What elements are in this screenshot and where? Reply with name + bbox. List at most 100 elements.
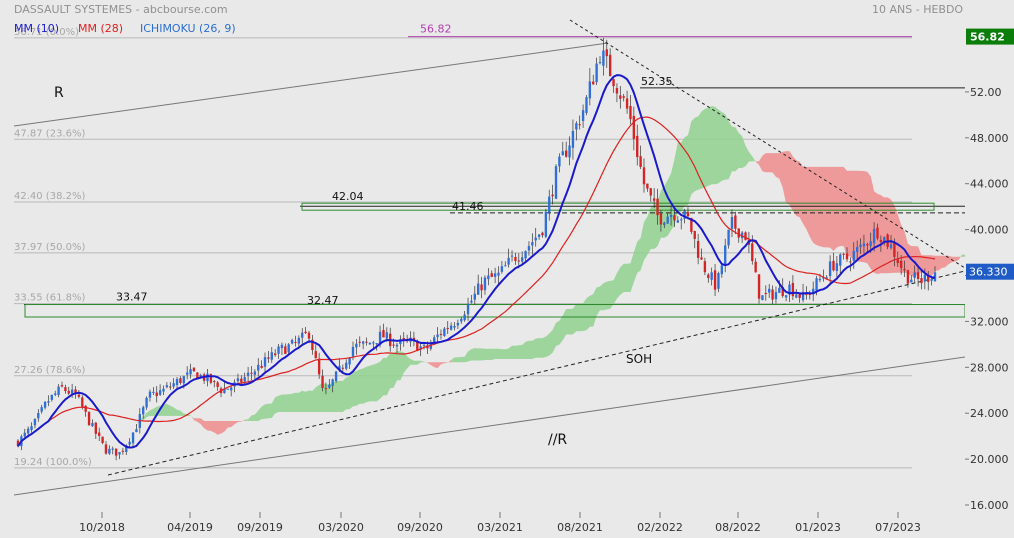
candle-down (16, 440, 20, 447)
candle-down (849, 261, 852, 263)
candle-down (866, 244, 869, 246)
candle-up (818, 279, 822, 281)
candle-up (788, 284, 791, 295)
time-tick-label: 07/2023 (875, 521, 921, 534)
candle-down (98, 432, 101, 436)
candle-down (307, 332, 311, 339)
candle-up (571, 130, 575, 148)
candle-up (57, 386, 60, 396)
candle-down (216, 382, 219, 387)
candle-up (602, 50, 605, 66)
candle-up (257, 364, 260, 371)
candle-up (548, 196, 551, 213)
candle-up (727, 229, 730, 246)
candle-up (825, 277, 828, 279)
price-tick-label: 48.000 (970, 132, 1009, 145)
candle-down (656, 198, 659, 216)
candle-down (771, 289, 774, 300)
candle-up (463, 314, 466, 321)
candle-down (652, 198, 656, 201)
candle-up (477, 283, 480, 295)
candle-up (449, 325, 453, 330)
time-tick-label: 03/2021 (477, 521, 523, 534)
time-tick-label: 08/2022 (715, 521, 761, 534)
candle-down (94, 422, 98, 434)
candle-down (734, 215, 737, 229)
candle-up (145, 397, 148, 408)
candle-up (778, 287, 781, 293)
candle-up (761, 295, 764, 301)
candle-up (717, 273, 720, 289)
candle-up (460, 318, 463, 322)
candle-down (81, 397, 84, 408)
candle-up (23, 432, 26, 437)
fib-level-label: 42.40 (38.2%) (14, 191, 85, 202)
candle-down (906, 270, 910, 284)
candle-up (534, 237, 537, 241)
candle-up (812, 288, 815, 293)
candle-down (77, 394, 81, 397)
candle-up (676, 220, 680, 223)
fib-level-label: 37.97 (50.0%) (14, 242, 85, 253)
candle-up (720, 265, 724, 275)
candle-down (629, 105, 632, 120)
annotation-r: R (54, 85, 64, 101)
candle-down (632, 115, 636, 139)
candle-down (744, 232, 747, 241)
zone-42-box (301, 202, 935, 211)
candle-up (683, 210, 686, 219)
candle-down (564, 150, 568, 157)
candle-down (412, 337, 416, 340)
candle-up (243, 377, 246, 382)
candle-up (795, 294, 798, 298)
candle-up (297, 337, 301, 344)
candle-up (453, 325, 456, 328)
candle-down (121, 450, 125, 452)
fib-level-label: 47.87 (23.6%) (14, 128, 85, 139)
resistance-52-label: 52.35 (641, 75, 673, 88)
candle-up (270, 352, 273, 360)
candle-up (395, 344, 399, 347)
candle-up (828, 261, 832, 277)
candle-up (910, 279, 913, 283)
cloud-bearish (427, 360, 452, 369)
candle-up (277, 346, 280, 354)
candle-down (693, 231, 696, 239)
candle-down (392, 344, 395, 346)
candle-down (893, 242, 896, 257)
candle-up (182, 376, 185, 384)
candle-down (321, 375, 324, 388)
candle-up (172, 383, 175, 387)
candle-down (84, 405, 87, 412)
candle-up (206, 373, 209, 382)
candle-up (47, 401, 50, 403)
candle-down (642, 167, 646, 185)
candle-up (158, 390, 162, 395)
candle-up (443, 328, 446, 336)
candle-down (764, 293, 767, 295)
candle-down (646, 183, 649, 189)
candle-up (118, 452, 121, 455)
candle-up (111, 448, 114, 450)
level-42-label: 42.04 (332, 190, 364, 203)
candle-down (240, 378, 243, 383)
time-tick-label: 01/2023 (795, 521, 841, 534)
candle-up (287, 344, 290, 353)
price-tick-label: 52.00 (970, 86, 1002, 99)
price-tick-label: 20.000 (970, 453, 1009, 466)
candle-up (246, 372, 250, 376)
candle-up (666, 216, 669, 224)
candle-up (913, 272, 916, 278)
price-tick-label: 44.000 (970, 178, 1009, 191)
candle-down (517, 260, 520, 262)
candle-up (345, 362, 348, 369)
candle-up (669, 214, 673, 218)
candle-down (707, 274, 710, 279)
fib-level-label: 27.26 (78.6%) (14, 365, 85, 376)
time-tick-label: 10/2018 (79, 521, 125, 534)
candle-down (304, 331, 307, 334)
candle-up (710, 272, 713, 280)
candle-down (169, 386, 172, 388)
time-tick-label: 02/2022 (637, 521, 683, 534)
